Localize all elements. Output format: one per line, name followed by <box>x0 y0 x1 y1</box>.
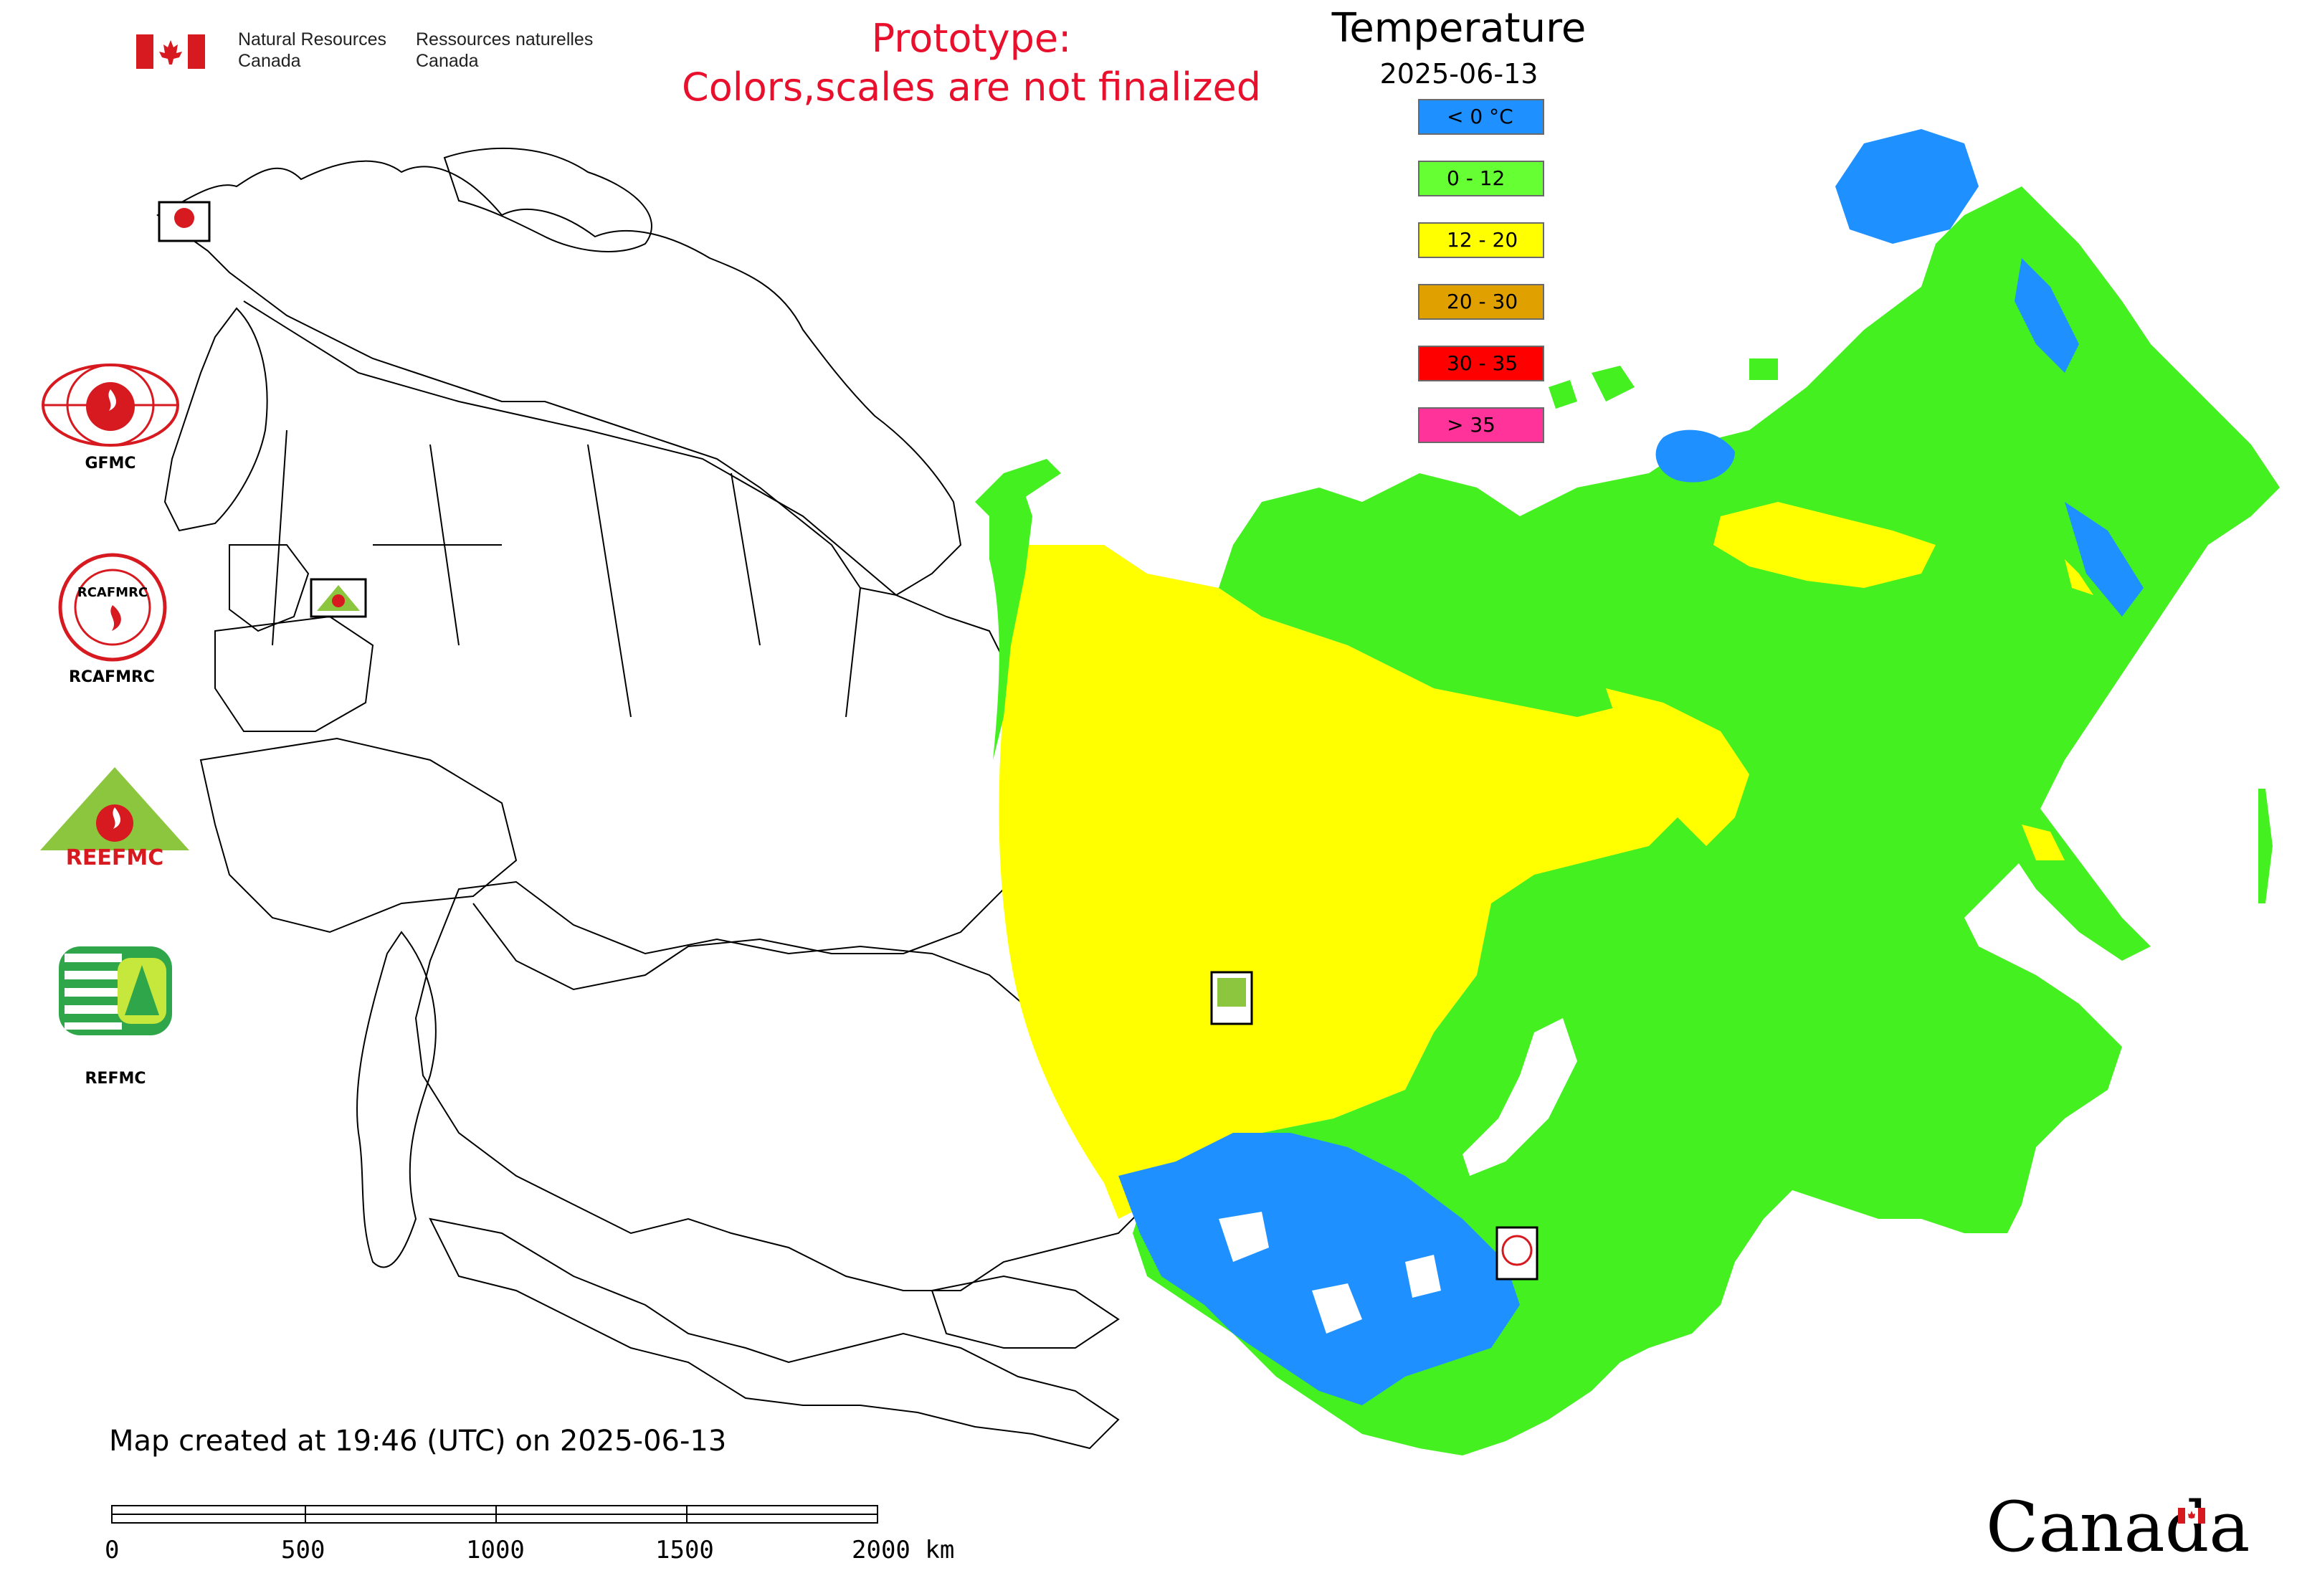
legend-title: Temperature <box>1331 5 1587 52</box>
zone-lt0-taimyr-lake <box>1655 429 1735 483</box>
reefmc-marker-flame-icon <box>332 594 345 607</box>
ukraine-outline <box>199 737 518 934</box>
org-en-line1: Natural Resources <box>238 29 387 49</box>
marker-icons <box>174 208 1533 1266</box>
temperature-raster <box>975 129 2280 1455</box>
scandinavia-outline <box>156 160 962 597</box>
scale-label-2000: 2000 km <box>852 1536 955 1564</box>
kamchatka-yellow <box>2065 559 2093 595</box>
scale-label-500: 500 <box>281 1536 325 1564</box>
org-fr-line2: Canada <box>416 51 479 71</box>
rcafmrc-label: RCAFMRC <box>68 668 156 686</box>
reefmc-logo: REEFMC <box>40 767 189 868</box>
gfmc-marker-icon <box>174 208 194 228</box>
reefmc-logo-text: REEFMC <box>66 845 163 868</box>
sakhalin <box>1993 803 2151 961</box>
baikal <box>1462 1018 1577 1176</box>
gfmc-logo <box>42 364 179 447</box>
new-siberian-islands <box>1549 358 1778 409</box>
legend-item-12-20: 12 - 20 <box>1418 222 1544 258</box>
zone-0-12-novaya <box>975 459 1061 516</box>
uzbek-turkmen-outline <box>429 1217 1120 1450</box>
canada-flag-icon <box>136 34 205 69</box>
refmc-label: REFMC <box>85 1070 146 1088</box>
org-name-fr: Ressources naturelles Canada <box>416 29 593 72</box>
zone-12-20-central <box>1305 688 1692 989</box>
kyrgyz-outline <box>931 1275 1120 1349</box>
zone-lt0-south <box>1118 1133 1520 1405</box>
white-patches <box>1219 1212 1441 1334</box>
zone-lt0-chukotka <box>1835 129 1979 244</box>
prototype-notice: Prototype: Colors,scales are not finaliz… <box>595 14 1348 112</box>
legend-item-30-35: 30 - 35 <box>1418 346 1544 381</box>
scale-label-0: 0 <box>105 1536 120 1564</box>
sakhalin-yellow <box>2022 825 2065 860</box>
zone-12-20-lena <box>1606 688 1749 846</box>
country-borders <box>156 147 1148 1450</box>
legend-date: 2025-06-13 <box>1379 58 1538 90</box>
legend-item-above-35: > 35 <box>1418 407 1544 443</box>
russia-west-outline <box>243 300 1019 991</box>
prototype-line2: Colors,scales are not finalized <box>682 65 1261 110</box>
belarus-outline <box>214 615 374 732</box>
org-fr-line1: Ressources naturelles <box>416 29 594 49</box>
internal-lines <box>272 429 861 718</box>
legend-item-20-30: 20 - 30 <box>1418 284 1544 320</box>
legend-item-0-12: 0 - 12 <box>1418 161 1544 196</box>
caspian-outline <box>356 931 437 1268</box>
gfmc-label: GFMC <box>85 455 136 472</box>
kuril-islands <box>2258 789 2273 903</box>
wordmark-flag-icon <box>2178 1508 2205 1524</box>
rcafmrc-logo: RCAFMRC <box>58 553 167 662</box>
nrcan-signature: Natural Resources Canada Ressources natu… <box>136 29 609 79</box>
refmc-marker-icon <box>1217 978 1246 1007</box>
zone-12-20-north <box>1713 502 1936 588</box>
zone-lt0-kamchatka <box>2015 258 2079 373</box>
scale-label-1000: 1000 <box>466 1536 525 1564</box>
kola-outline <box>443 147 652 252</box>
refmc-logo <box>59 946 172 1035</box>
canada-wordmark-text: Canada <box>1986 1487 2250 1567</box>
org-en-line2: Canada <box>238 51 301 71</box>
kazakhstan-outline <box>414 880 1148 1291</box>
prototype-line1: Prototype: <box>871 16 1072 61</box>
zone-lt0-kamchatka-east <box>2065 502 2144 617</box>
org-name-en: Natural Resources Canada <box>238 29 386 72</box>
rcafmrc-logo-abbrev: RCAFMRC <box>77 585 148 600</box>
map-created-text: Map created at 19:46 (UTC) on 2025-06-13 <box>109 1425 727 1458</box>
canada-wordmark: Canada <box>1986 1488 2250 1567</box>
baltic-outline <box>229 544 310 632</box>
legend-item-below-0: < 0 °C <box>1418 99 1544 135</box>
rcafmrc-marker-icon <box>1501 1235 1533 1266</box>
scale-label-1500: 1500 <box>655 1536 714 1564</box>
finland-outline <box>163 307 268 532</box>
scale-bar <box>111 1505 878 1524</box>
zone-0-12-yamal <box>989 473 1032 760</box>
